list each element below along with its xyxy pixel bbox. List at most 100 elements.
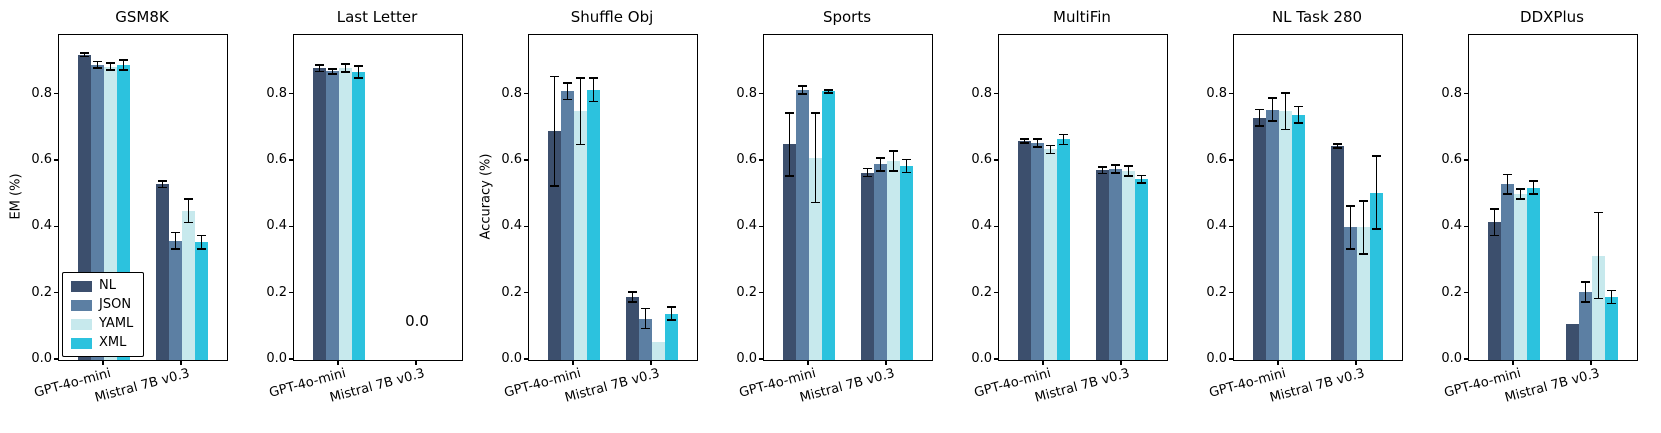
- y-tick-label: 0.4: [971, 218, 992, 234]
- x-tick-mark: [337, 361, 339, 365]
- error-bar: [1493, 209, 1496, 236]
- error-bar-cap: [798, 92, 807, 95]
- bar-json: [1344, 227, 1357, 360]
- subplot-title: Shuffle Obj: [570, 8, 654, 26]
- x-tick-mark: [885, 361, 887, 365]
- error-bar-cap: [889, 170, 898, 172]
- error-bar-cap: [158, 180, 167, 182]
- error-bar: [331, 68, 334, 75]
- error-bar: [814, 112, 817, 203]
- x-tick-mark: [1120, 361, 1122, 365]
- x-tick-mark: [1277, 361, 1279, 365]
- error-bar-cap: [824, 92, 833, 94]
- x-tick-mark: [415, 361, 417, 365]
- error-bar: [1597, 212, 1600, 299]
- error-bar-cap: [902, 171, 911, 174]
- error-bar-cap: [106, 62, 115, 64]
- error-bar-cap: [184, 198, 193, 200]
- error-bar: [553, 76, 556, 186]
- y-tick-label: 0.0: [736, 351, 757, 366]
- bar-yaml: [182, 210, 195, 360]
- legend-swatch: [71, 337, 92, 349]
- y-tick-label: 0.8: [1206, 85, 1227, 101]
- error-bar: [1375, 156, 1378, 230]
- error-bar-cap: [563, 98, 572, 101]
- y-axis-label: EM (%): [8, 34, 24, 359]
- plot-area: [528, 34, 698, 361]
- y-tick-label: 0.0: [1441, 351, 1462, 366]
- y-tick-label: 0.8: [266, 85, 287, 101]
- error-bar: [566, 83, 569, 100]
- error-bar-cap: [1124, 165, 1133, 167]
- bar-yaml: [887, 161, 900, 360]
- legend-swatch: [71, 299, 92, 311]
- y-tick-mark: [1464, 93, 1468, 95]
- error-bar-cap: [119, 59, 128, 61]
- y-tick-mark: [524, 358, 528, 360]
- error-bar: [96, 61, 99, 69]
- error-bar-cap: [576, 143, 585, 146]
- x-tick-mark: [650, 361, 652, 365]
- error-bar: [827, 89, 830, 94]
- error-bar: [1258, 109, 1261, 127]
- error-bar-cap: [876, 170, 885, 172]
- legend-item: NL: [71, 279, 133, 293]
- subplot-gsm8k: GSM8K EM (%) 0.0 0.2 0.4 0.6 0.8 NL JSON YAML XML G…: [8, 0, 243, 433]
- error-bar-cap: [1033, 138, 1042, 140]
- error-bar-cap: [863, 167, 872, 170]
- legend-label: JSON: [99, 297, 132, 312]
- y-tick-mark: [759, 358, 763, 360]
- y-tick-mark: [1464, 225, 1468, 227]
- bar-json: [1109, 168, 1122, 360]
- error-bar-cap: [811, 201, 820, 204]
- y-tick-label: 0.2: [971, 284, 992, 300]
- error-bar-cap: [1268, 97, 1277, 99]
- error-bar-cap: [1046, 144, 1055, 147]
- error-bar-cap: [106, 69, 115, 71]
- bar-nl: [1488, 222, 1501, 360]
- error-bar: [801, 85, 804, 94]
- y-tick-mark: [994, 292, 998, 294]
- error-bar: [1297, 106, 1300, 123]
- x-tick-mark: [1042, 361, 1044, 365]
- error-bar: [1362, 200, 1365, 254]
- error-bar-cap: [1529, 193, 1538, 195]
- error-bar: [200, 235, 203, 249]
- bar-yaml: [652, 341, 665, 360]
- error-bar-cap: [1346, 205, 1355, 207]
- subplot-last-letter: Last Letter 0.0 0.2 0.4 0.6 0.8 0.0 GPT-4o-mini…: [243, 0, 478, 433]
- error-bar-cap: [80, 55, 89, 58]
- y-tick-label: 0.8: [31, 85, 52, 101]
- y-tick-label: 0.0: [266, 351, 287, 366]
- error-bar: [161, 180, 164, 188]
- error-bar-cap: [1020, 138, 1029, 140]
- error-bar-cap: [1111, 164, 1120, 166]
- y-tick-mark: [524, 159, 528, 161]
- bar-json: [1266, 109, 1279, 360]
- error-bar: [866, 168, 869, 177]
- error-bar-cap: [798, 84, 807, 87]
- y-tick-mark: [994, 93, 998, 95]
- error-bar-cap: [1359, 253, 1368, 255]
- error-bar-cap: [1516, 188, 1525, 191]
- bar-yaml: [339, 68, 352, 360]
- error-bar-cap: [550, 185, 559, 187]
- error-bar-cap: [811, 112, 820, 114]
- x-tick-mark: [1355, 361, 1357, 365]
- y-tick-mark: [994, 225, 998, 227]
- y-axis-label-text: EM (%): [8, 173, 24, 220]
- subplot-title: DDXPlus: [1520, 8, 1584, 26]
- y-tick-label: 0.6: [501, 152, 522, 168]
- x-tick-mark: [807, 361, 809, 365]
- bar-json: [169, 240, 182, 360]
- y-tick-mark: [54, 358, 58, 360]
- y-tick-mark: [524, 292, 528, 294]
- bar-nl: [783, 144, 796, 360]
- error-bar-cap: [1581, 301, 1590, 303]
- error-bar-cap: [1490, 208, 1499, 210]
- error-bar-cap: [1255, 108, 1264, 111]
- error-bar-cap: [824, 88, 833, 91]
- error-bar-cap: [197, 248, 206, 250]
- y-tick-label: 0.4: [501, 218, 522, 234]
